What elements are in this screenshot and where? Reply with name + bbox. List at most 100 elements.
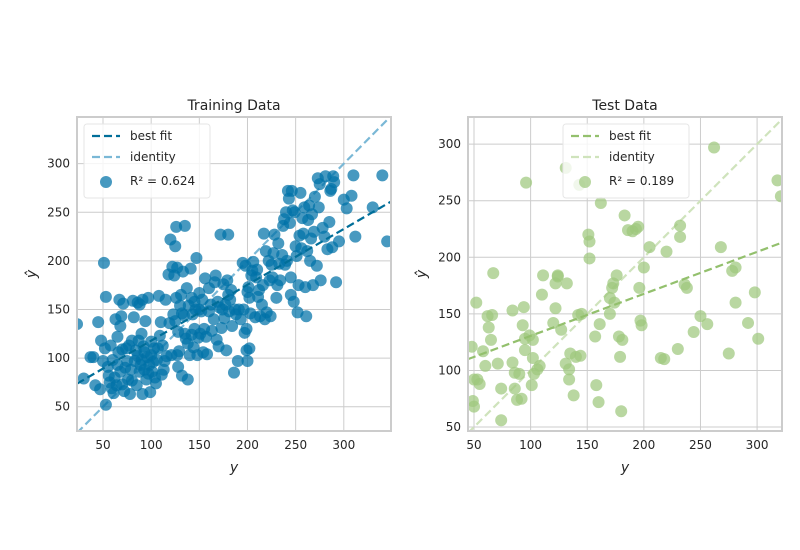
data-point [515, 392, 528, 405]
data-point [135, 327, 148, 340]
data-point [234, 313, 247, 326]
data-point [231, 355, 244, 368]
data-point [563, 373, 576, 386]
data-point [520, 176, 533, 189]
legend-label: R² = 0.189 [609, 174, 674, 188]
x-tick-label: 200 [632, 438, 655, 452]
data-point [495, 414, 508, 427]
data-point [614, 350, 627, 363]
data-point [149, 377, 162, 390]
data-point [312, 201, 325, 214]
data-point [680, 281, 693, 294]
y-tick-label: 250 [47, 205, 70, 219]
data-point [215, 321, 228, 334]
legend-label: identity [130, 150, 176, 164]
x-tick-label: 300 [332, 438, 355, 452]
data-point [660, 245, 673, 258]
data-point [300, 310, 313, 323]
data-point [228, 366, 240, 379]
y-tick-label: 150 [47, 302, 70, 316]
data-point [170, 220, 183, 233]
data-point [551, 269, 564, 282]
data-point [366, 201, 379, 214]
data-point [173, 345, 186, 358]
data-point [643, 241, 656, 254]
data-point [349, 230, 362, 243]
data-point [752, 332, 765, 345]
data-point [184, 262, 197, 275]
data-point [477, 345, 490, 358]
data-point [272, 237, 285, 250]
data-point [190, 251, 203, 264]
data-point [506, 304, 519, 317]
data-point [484, 333, 497, 346]
training-ticks: 50 100 150 200 250 300 50 100 150 200 250 300 [47, 157, 355, 452]
training-x-label: y [229, 460, 239, 476]
data-point [283, 216, 296, 229]
data-point [207, 313, 220, 326]
data-point [177, 309, 190, 322]
data-point [632, 220, 645, 233]
data-point [687, 325, 700, 338]
data-point [94, 383, 107, 396]
data-point [130, 379, 143, 392]
data-point [701, 318, 714, 331]
data-point [473, 378, 486, 391]
y-tick-label: 200 [438, 250, 461, 264]
data-point [674, 219, 687, 232]
data-point [583, 252, 596, 265]
data-point [774, 190, 782, 203]
x-tick-label: 200 [236, 438, 259, 452]
x-tick-label: 50 [466, 438, 481, 452]
test-axes-frame [467, 116, 783, 432]
data-point [251, 263, 264, 276]
data-point [243, 342, 256, 355]
data-point [199, 272, 212, 285]
training-data-panel: Training Data 50 100 150 200 250 300 50 100 150 2… [24, 98, 392, 476]
data-point [547, 316, 560, 329]
data-point [533, 359, 546, 372]
data-point [181, 373, 194, 386]
data-point [722, 347, 735, 360]
data-point [618, 209, 631, 222]
data-point [535, 288, 548, 301]
data-point [729, 261, 742, 274]
data-point [486, 309, 499, 322]
test-grid [468, 117, 782, 431]
data-point [506, 356, 519, 369]
y-tick-label: 300 [438, 137, 461, 151]
data-point [495, 382, 508, 395]
data-point [491, 357, 504, 370]
data-point [314, 274, 327, 287]
data-point [590, 379, 603, 392]
data-point [748, 286, 761, 299]
test-best-fit-line [468, 241, 782, 361]
data-point [771, 174, 782, 187]
data-point [516, 319, 529, 332]
test-legend: best fit identity R² = 0.189 [562, 123, 690, 199]
data-point [323, 215, 336, 228]
data-point [270, 291, 283, 304]
data-point [201, 348, 214, 361]
training-title: Training Data [186, 98, 280, 114]
data-point [243, 291, 256, 304]
data-point [589, 330, 602, 343]
training-best-fit-line [77, 200, 391, 385]
data-point [518, 344, 531, 357]
data-point [526, 352, 539, 365]
data-point [330, 276, 343, 289]
test-title: Test Data [591, 98, 657, 114]
data-point [381, 235, 391, 248]
data-point [99, 290, 112, 303]
data-point [240, 322, 253, 335]
y-tick-label: 100 [47, 351, 70, 365]
data-point [221, 274, 234, 287]
data-point [347, 169, 360, 182]
data-point [513, 367, 526, 380]
data-point [567, 389, 580, 402]
data-point [487, 267, 500, 280]
y-tick-label: 250 [438, 194, 461, 208]
test-identity-line [468, 118, 782, 431]
data-point [694, 310, 707, 323]
